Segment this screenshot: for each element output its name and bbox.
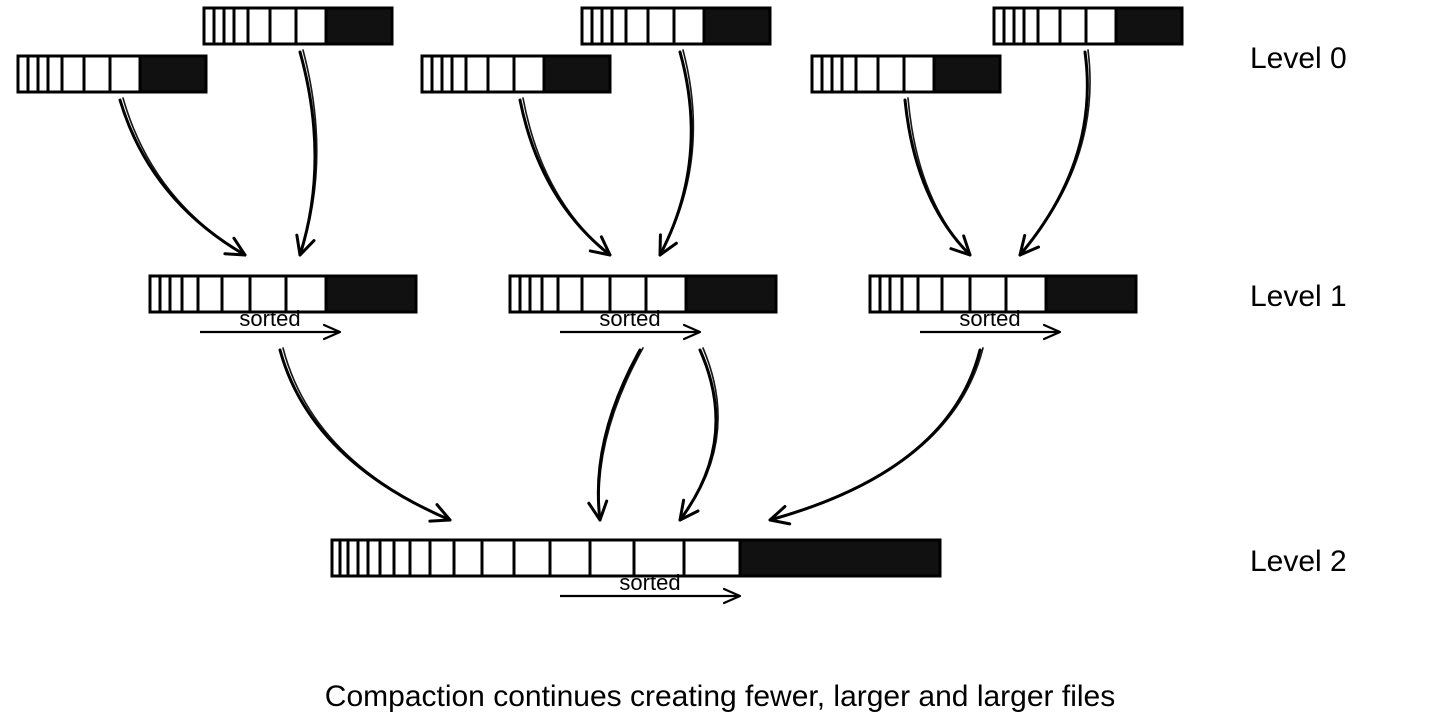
merge-arrow-l0-l1-5 xyxy=(1020,50,1090,255)
merge-arrow-l0-l1-4 xyxy=(905,98,970,255)
merge-arrow-l0-l1-0 xyxy=(120,98,245,255)
merge-arrow-l0-l1-3 xyxy=(660,50,693,255)
sstable-cell xyxy=(62,56,84,92)
sstable-cell xyxy=(466,56,488,92)
sstable-cell xyxy=(902,276,918,312)
sstable-level0-bottom-2 xyxy=(812,56,1000,92)
sstable-cell xyxy=(482,540,514,576)
sstable-cell xyxy=(110,56,140,92)
sorted-label: sorted xyxy=(619,570,680,595)
sstable-cell xyxy=(514,56,544,92)
sstable-level0-top-1 xyxy=(582,8,770,44)
sorted-label: sorted xyxy=(599,306,660,331)
sstable-index-block xyxy=(740,540,940,576)
sstable-cell xyxy=(648,8,674,44)
sstable-index-block xyxy=(544,56,610,92)
level-2-label: Level 2 xyxy=(1250,545,1347,579)
sstable-cell xyxy=(430,540,454,576)
sstable-index-block xyxy=(934,56,1000,92)
sstable-cell xyxy=(248,8,270,44)
sstable-index-block xyxy=(326,8,392,44)
sstable-cell xyxy=(878,56,904,92)
sstable-cell xyxy=(904,56,934,92)
sstable-cell xyxy=(674,8,704,44)
sstable-cell xyxy=(612,8,626,44)
sstable-cell xyxy=(530,276,542,312)
sstable-index-block xyxy=(326,276,416,312)
sstable-index-block xyxy=(1116,8,1182,44)
sstable-index-block xyxy=(686,276,776,312)
merge-arrow-l1-l2-2 xyxy=(680,348,718,520)
sstable-cell xyxy=(296,8,326,44)
sstable-cell xyxy=(380,540,394,576)
sstable-cell xyxy=(488,56,514,92)
merge-arrow-l1-l2-1 xyxy=(589,348,643,520)
sstable-cell xyxy=(514,540,550,576)
sstable-index-block xyxy=(704,8,770,44)
sstable-cell xyxy=(48,56,62,92)
sstable-cell xyxy=(368,540,380,576)
sstable-cell xyxy=(234,8,248,44)
sstable-cell xyxy=(890,276,902,312)
sorted-label: sorted xyxy=(959,306,1020,331)
sorted-label: sorted xyxy=(239,306,300,331)
sstable-cell xyxy=(542,276,558,312)
sstable-index-block xyxy=(1046,276,1136,312)
sstable-level0-top-0 xyxy=(204,8,392,44)
sstable-cell xyxy=(182,276,198,312)
sstable-cell xyxy=(684,540,740,576)
level-1-label: Level 1 xyxy=(1250,280,1347,314)
sstable-cell xyxy=(270,8,296,44)
sstable-cell xyxy=(1086,8,1116,44)
sstable-cell xyxy=(856,56,878,92)
sstable-level0-bottom-0 xyxy=(18,56,206,92)
sstable-cell xyxy=(394,540,410,576)
sstable-cell xyxy=(84,56,110,92)
merge-arrow-l0-l1-1 xyxy=(297,50,317,255)
sstable-cell xyxy=(1060,8,1086,44)
merge-arrow-l1-l2-3 xyxy=(770,348,983,524)
merge-arrow-l1-l2-0 xyxy=(280,348,450,521)
merge-arrow-l0-l1-2 xyxy=(520,98,610,255)
sstable-cell xyxy=(198,276,222,312)
sstable-cell xyxy=(918,276,942,312)
compaction-diagram: sorted sorted sorted sorted xyxy=(0,0,1440,723)
sstable-cell xyxy=(1038,8,1060,44)
level-0-label: Level 0 xyxy=(1250,42,1347,76)
sstable-level0-bottom-1 xyxy=(422,56,610,92)
sstable-cell xyxy=(842,56,856,92)
sstable-cell xyxy=(626,8,648,44)
sstable-index-block xyxy=(140,56,206,92)
sstable-cell xyxy=(170,276,182,312)
sstable-cell xyxy=(454,540,482,576)
sstable-cell xyxy=(558,276,582,312)
sstable-cell xyxy=(452,56,466,92)
sstable-cell xyxy=(550,540,590,576)
sstable-cell xyxy=(410,540,430,576)
sstable-cell xyxy=(1024,8,1038,44)
caption-text: Compaction continues creating fewer, lar… xyxy=(325,680,1115,714)
sstable-level0-top-2 xyxy=(994,8,1182,44)
